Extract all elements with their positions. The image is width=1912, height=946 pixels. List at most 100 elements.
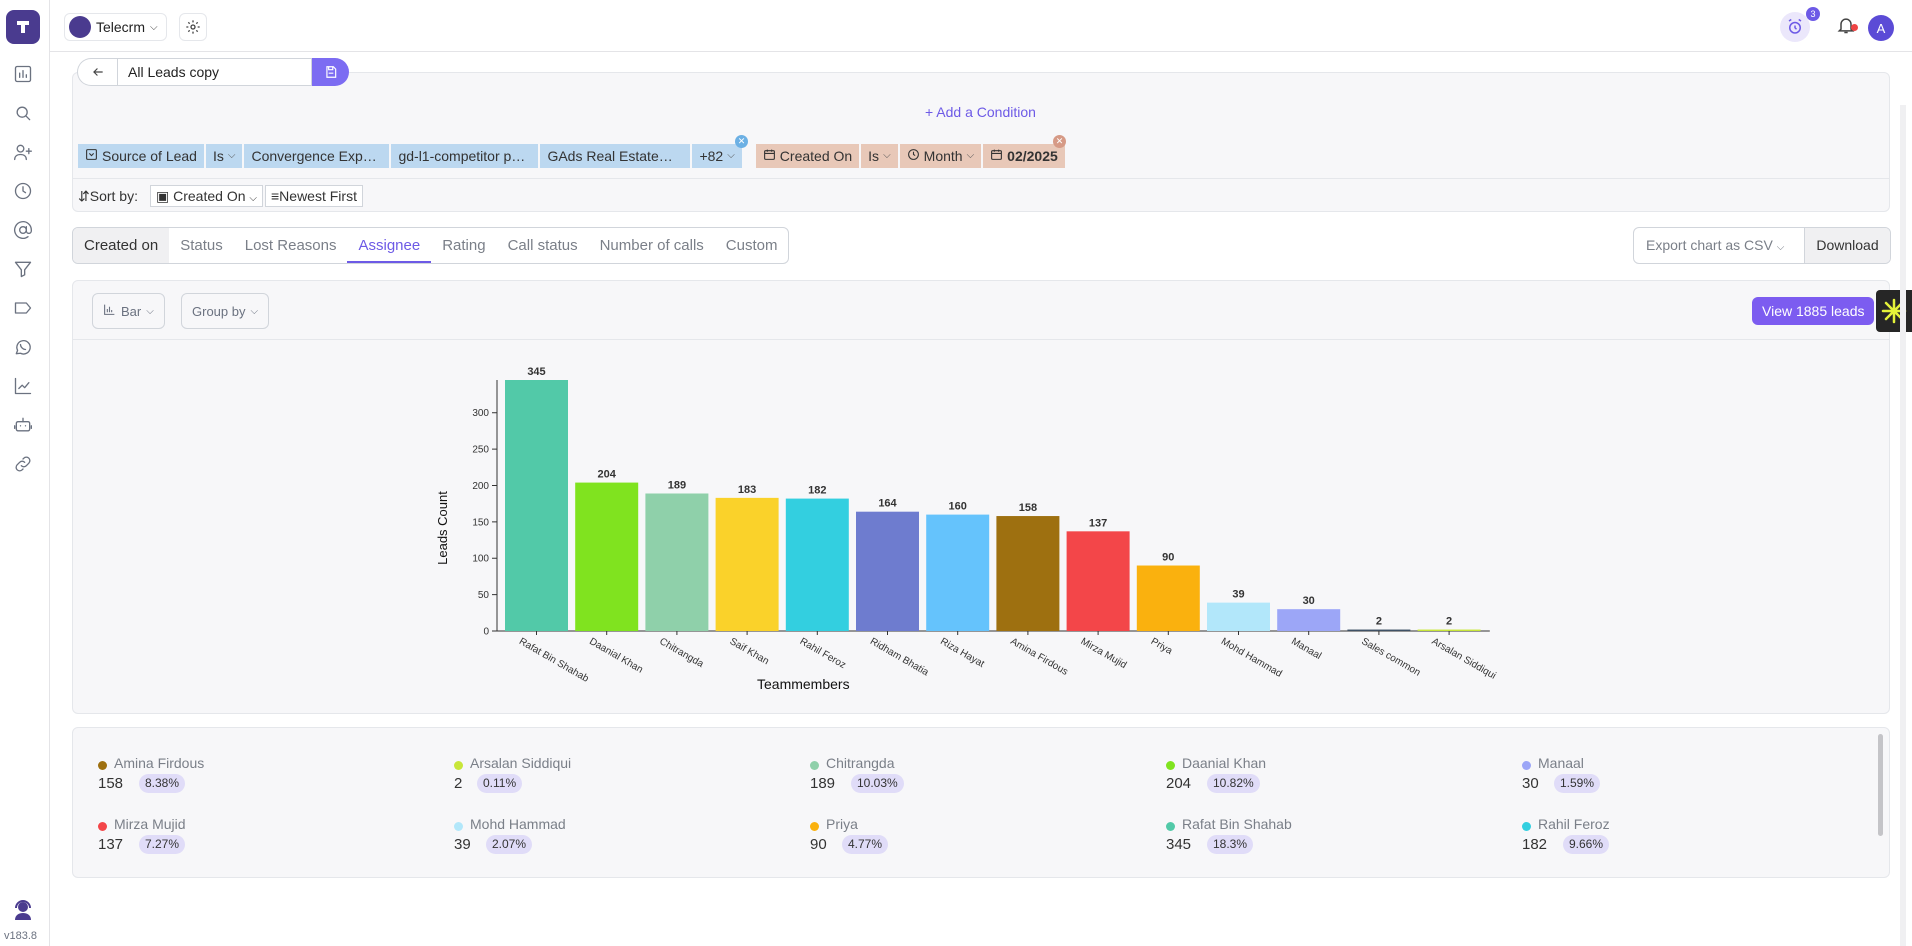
- legend-percent-badge: 7.27%: [139, 835, 186, 854]
- bar: [926, 514, 990, 631]
- legend-color-dot: [1522, 761, 1531, 770]
- save-view-icon[interactable]: [312, 58, 349, 86]
- filter-panel: [72, 72, 1890, 212]
- legend-color-dot: [1166, 822, 1175, 831]
- top-bar: Telecrm ⌵ 3 A: [50, 0, 1912, 52]
- add-condition-link[interactable]: + Add a Condition: [925, 104, 1036, 120]
- tab-status[interactable]: Status: [180, 237, 223, 254]
- search-icon[interactable]: [11, 101, 35, 125]
- bar: [715, 497, 779, 631]
- filter-operator-created[interactable]: Is ⌵: [861, 144, 898, 168]
- robot-icon[interactable]: [11, 413, 35, 437]
- at-sign-icon[interactable]: [11, 218, 35, 242]
- tag-icon[interactable]: [11, 296, 35, 320]
- sort-order-select[interactable]: ≡Newest First: [265, 185, 363, 207]
- chevron-down-icon: ⌵: [883, 150, 891, 161]
- app-logo[interactable]: [6, 10, 40, 44]
- tab-lost-reasons[interactable]: Lost Reasons: [244, 237, 337, 254]
- view-name-input[interactable]: All Leads copy: [117, 58, 312, 86]
- export-format-select[interactable]: Export chart as CSV ⌵: [1634, 228, 1804, 263]
- x-tick-label: Amina Firdous: [1008, 636, 1069, 678]
- workspace-name: Telecrm: [96, 19, 146, 35]
- filter-period[interactable]: Month ⌵: [899, 144, 982, 168]
- group-by-select[interactable]: Group by ⌵: [181, 293, 270, 329]
- filter-value-chip[interactable]: GAds Real Estate…: [540, 144, 691, 168]
- view-name-bar: All Leads copy: [77, 58, 349, 86]
- legend-color-dot: [454, 761, 463, 770]
- support-agent-icon[interactable]: [11, 898, 35, 922]
- trend-chart-icon[interactable]: [11, 374, 35, 398]
- filter-value-label: GAds Real Estate…: [547, 148, 673, 164]
- add-user-icon[interactable]: [11, 140, 35, 164]
- remove-filter-icon[interactable]: ✕: [735, 135, 748, 148]
- x-tick-label: Rafat Bin Shahab: [517, 636, 591, 685]
- legend-color-dot: [810, 822, 819, 831]
- bar-chart-icon: [103, 303, 116, 319]
- legend-item[interactable]: Rafat Bin Shahab 345 18.3%: [1166, 816, 1506, 860]
- filter-value-chip[interactable]: gd-l1-competitor p…: [391, 144, 539, 168]
- bar-value-label: 30: [1303, 595, 1315, 607]
- legend-percent-badge: 1.59%: [1554, 774, 1601, 793]
- x-tick-label: Mirza Mujid: [1079, 636, 1129, 671]
- legend-item[interactable]: Mohd Hammad 39 2.07%: [454, 816, 794, 860]
- legend-scrollbar[interactable]: [1878, 734, 1883, 836]
- legend-percent-badge: 18.3%: [1207, 835, 1254, 854]
- legend-item[interactable]: Amina Firdous 158 8.38%: [98, 755, 438, 799]
- page-scrollbar[interactable]: [1900, 105, 1906, 946]
- filter-field-created[interactable]: Created On: [755, 144, 860, 168]
- download-button[interactable]: Download: [1804, 228, 1890, 263]
- legend-percent-badge: 8.38%: [139, 774, 186, 793]
- filter-operator-source[interactable]: Is ⌵: [205, 144, 243, 168]
- tab-assignee[interactable]: Assignee: [347, 228, 432, 263]
- bar-value-label: 204: [598, 469, 617, 481]
- sort-field-select[interactable]: ▣ Created On ⌵: [150, 185, 263, 207]
- filter-field-label: Created On: [779, 148, 853, 164]
- filter-field-source[interactable]: Source of Lead: [78, 144, 204, 168]
- filter-icon[interactable]: [11, 257, 35, 281]
- alarm-clock-icon[interactable]: [1780, 12, 1810, 42]
- legend-percent-badge: 0.11%: [477, 774, 523, 793]
- chart-dimension-tabs: Created on Status Lost Reasons Assignee …: [72, 227, 790, 264]
- legend-item[interactable]: Manaal 30 1.59%: [1522, 755, 1862, 799]
- y-tick-label: 200: [472, 481, 489, 492]
- link-icon[interactable]: [11, 452, 35, 476]
- filter-more-values[interactable]: +82 ⌵: [692, 144, 742, 168]
- tab-custom[interactable]: Custom: [725, 237, 778, 254]
- legend-color-dot: [1522, 822, 1531, 831]
- tab-call-status[interactable]: Call status: [507, 237, 578, 254]
- chart-type-select[interactable]: Bar ⌵: [92, 293, 165, 329]
- legend-item[interactable]: Mirza Mujid 137 7.27%: [98, 816, 438, 860]
- settings-gear-icon[interactable]: [179, 13, 207, 41]
- legend-item[interactable]: Priya 90 4.77%: [810, 816, 1150, 860]
- sort-lines-icon: ≡: [271, 188, 280, 204]
- chip-spacer: [744, 144, 754, 168]
- back-arrow-icon[interactable]: [77, 58, 117, 86]
- tab-rating[interactable]: Rating: [442, 237, 486, 254]
- legend-item[interactable]: Arsalan Siddiqui 2 0.11%: [454, 755, 794, 799]
- bar: [1417, 629, 1481, 631]
- view-leads-button[interactable]: View 1885 leads: [1752, 297, 1875, 325]
- remove-filter-icon[interactable]: ✕: [1053, 135, 1066, 148]
- bar-value-label: 164: [878, 498, 897, 510]
- dashboard-icon[interactable]: [11, 62, 35, 86]
- sort-field-label: Created On: [173, 188, 246, 204]
- legend-value: 39: [454, 836, 471, 853]
- workspace-switcher[interactable]: Telecrm ⌵: [64, 13, 167, 41]
- tab-created-on[interactable]: Created on: [73, 228, 170, 263]
- y-tick-label: 50: [478, 590, 490, 601]
- legend-item[interactable]: Daanial Khan 204 10.82%: [1166, 755, 1506, 799]
- filter-date-value[interactable]: 02/2025: [983, 144, 1065, 168]
- tab-number-of-calls[interactable]: Number of calls: [599, 237, 704, 254]
- date-value-label: 02/2025: [1007, 148, 1058, 164]
- legend-item[interactable]: Chitrangda 189 10.03%: [810, 755, 1150, 799]
- bar-value-label: 2: [1376, 616, 1382, 628]
- y-tick-label: 0: [483, 627, 489, 638]
- sunburst-widget-icon[interactable]: [1876, 290, 1912, 332]
- whatsapp-icon[interactable]: [11, 335, 35, 359]
- user-avatar[interactable]: A: [1868, 15, 1894, 41]
- legend-color-dot: [1166, 761, 1175, 770]
- filter-value-chip[interactable]: Convergence Exp…: [244, 144, 390, 168]
- clock-icon[interactable]: [11, 179, 35, 203]
- legend-item[interactable]: Rahil Feroz 182 9.66%: [1522, 816, 1862, 860]
- legend-percent-badge: 4.77%: [842, 835, 889, 854]
